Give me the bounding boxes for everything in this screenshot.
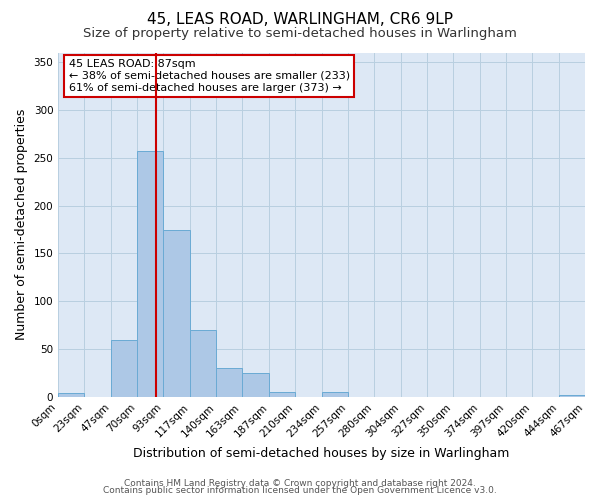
Text: 45, LEAS ROAD, WARLINGHAM, CR6 9LP: 45, LEAS ROAD, WARLINGHAM, CR6 9LP — [147, 12, 453, 28]
Bar — [322, 392, 348, 397]
Bar — [111, 340, 137, 397]
Y-axis label: Number of semi-detached properties: Number of semi-detached properties — [15, 109, 28, 340]
Bar — [137, 151, 163, 397]
Bar — [58, 393, 84, 397]
Text: 45 LEAS ROAD: 87sqm
← 38% of semi-detached houses are smaller (233)
61% of semi-: 45 LEAS ROAD: 87sqm ← 38% of semi-detach… — [69, 60, 350, 92]
Bar — [559, 395, 585, 397]
Text: Contains public sector information licensed under the Open Government Licence v3: Contains public sector information licen… — [103, 486, 497, 495]
Bar — [163, 230, 190, 397]
Text: Size of property relative to semi-detached houses in Warlingham: Size of property relative to semi-detach… — [83, 28, 517, 40]
Text: Contains HM Land Registry data © Crown copyright and database right 2024.: Contains HM Land Registry data © Crown c… — [124, 478, 476, 488]
Bar — [190, 330, 216, 397]
X-axis label: Distribution of semi-detached houses by size in Warlingham: Distribution of semi-detached houses by … — [133, 447, 510, 460]
Bar — [242, 373, 269, 397]
Bar — [269, 392, 295, 397]
Bar — [216, 368, 242, 397]
